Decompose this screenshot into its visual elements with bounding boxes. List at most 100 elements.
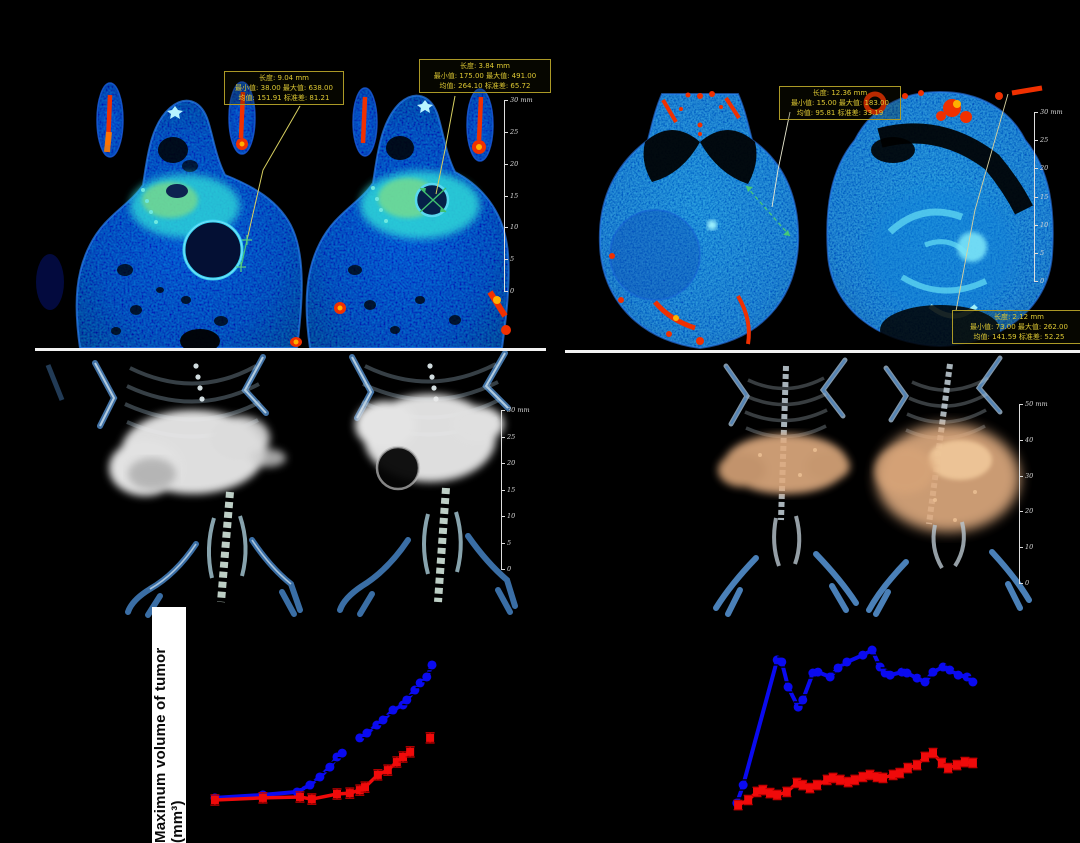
data-marker-blue [777,657,787,667]
data-marker-red [392,758,401,767]
scalebar-tick-label: 20 [1040,164,1049,173]
scalebar-tick [504,195,508,197]
scalebar-tick-label: 5 [1040,248,1045,257]
scalebar-tick [1019,439,1023,441]
data-marker-blue [902,668,912,678]
data-marker-red [792,778,801,787]
data-marker-red [813,781,822,790]
measurement-box-4: 长度: 2.12 mm 最小值: 73.00 最大值: 262.00 均值: 1… [952,310,1080,345]
ct-mouse-d [826,85,1054,355]
scalebar-tick-label: 20 [1025,507,1034,516]
data-marker-blue [362,728,372,738]
scalebar-tick [501,463,505,464]
data-marker-red [753,787,762,796]
data-marker-blue [813,667,823,677]
scalebar-tick [1034,140,1038,142]
scalebar-tick-label: 15 [507,485,516,494]
scalebar-tick [504,259,508,261]
data-marker-blue [928,667,938,677]
data-marker-red [879,773,888,782]
data-marker-red [960,758,969,767]
scalebar-tick-label: 5 [507,538,512,547]
scalebar-tick [1019,511,1023,513]
data-marker-red [210,795,219,804]
chart-tumor-volume-right [660,613,1080,843]
data-marker-blue [783,682,793,692]
data-marker-red [307,795,316,804]
scalebar-tick [1019,475,1023,477]
scalebar-tick [1019,547,1023,549]
data-marker-blue [372,720,382,730]
data-marker-red [858,772,867,781]
data-marker-red [782,787,791,796]
measurement-box-line: 长度: 2.12 mm [993,313,1045,321]
data-marker-red [773,790,782,799]
scalebar-tick-label: 25 [1040,136,1049,145]
series-blue [210,659,437,804]
data-marker-blue [315,772,325,782]
measurement-box-line: 均值: 95.81 标准差: 33.19 [796,109,884,118]
data-marker-red [766,789,775,798]
divider-line-right [565,350,1080,353]
chart-plot-area [732,644,978,811]
chart-tumor-volume-left [185,613,660,843]
data-marker-blue [825,672,835,682]
data-marker-red [406,747,415,756]
data-marker-red [734,801,743,810]
scalebar-tick [1019,404,1023,405]
data-marker-blue [738,780,748,790]
data-marker-red [952,761,961,770]
scalebar-tick-label: 30 mm [1040,108,1063,116]
data-marker-blue [962,672,972,682]
data-marker-red [903,764,912,773]
scalebar-tick [1034,224,1038,226]
measurement-line-d [955,93,1009,312]
data-marker-red [383,766,392,775]
scalebar-tick-label: 40 [1025,435,1034,444]
measurement-box-line: 长度: 12.36 mm [812,89,868,97]
measurement-box-line: 长度: 3.84 mm [459,62,511,70]
data-marker-blue [325,762,335,772]
ct-mouse-b [305,87,511,349]
measurement-box-line: 长度: 9.04 mm [258,74,310,82]
data-marker-blue [402,695,412,705]
measurement-box-2: 长度: 3.84 mm 最小值: 175.00 最大值: 491.00 均值: … [419,59,551,94]
data-marker-red [873,772,882,781]
data-marker-blue [968,677,978,687]
data-marker-red [889,770,898,779]
scalebar-tick [1034,168,1038,170]
scalebar-tick-label: 10 [1025,543,1034,552]
scalebar-tick [501,569,505,570]
scalebar-tick [1034,196,1038,198]
ct-panel-right [598,85,1054,355]
scalebar-tick-label: 25 [510,127,519,136]
measurement-box-1: 长度: 9.04 mm 最小值: 38.00 最大值: 638.00 均值: 1… [224,71,344,106]
scalebar-tick [1034,112,1038,113]
scalebar-tick-label: 15 [510,191,519,200]
data-marker-red [836,775,845,784]
data-marker-red [829,773,838,782]
scalebar-line [1019,404,1020,584]
scalebar-tick-label: 30 mm [510,96,533,104]
ct-mouse-a [36,81,303,353]
scalebar-tick [504,291,508,292]
data-marker-red [295,793,304,801]
data-marker-blue [833,663,843,673]
y-axis-label: Maximum volume of tumor (mm³) [152,647,186,843]
data-marker-red [937,758,946,767]
data-marker-blue [798,695,808,705]
scalebar-tick-label: 10 [510,223,519,232]
render3d-panel-right [713,355,1032,617]
measurement-line-b [419,95,456,213]
scalebar-tick [501,516,505,517]
data-marker-red [399,752,408,761]
scalebar-tick-label: 0 [510,287,515,295]
skeleton-mouse-f [337,350,518,617]
data-marker-red [744,795,753,804]
measurement-box-3: 长度: 12.36 mm 最小值: 15.00 最大值: 183.00 均值: … [779,86,901,121]
ct-mouse-c [598,91,800,350]
scalebar-tick [504,100,508,101]
scalebar-tick-label: 0 [507,565,512,573]
series-red [210,733,434,805]
